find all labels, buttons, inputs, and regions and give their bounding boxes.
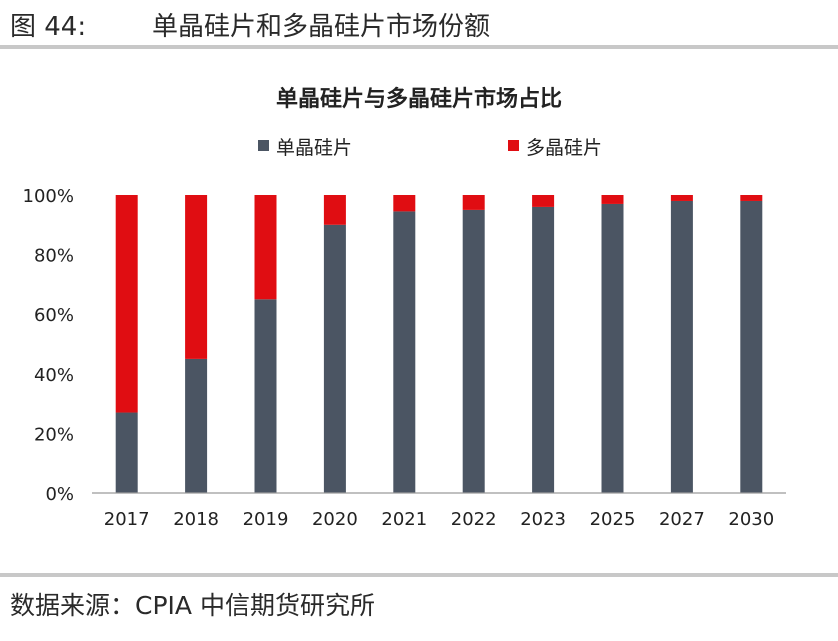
y-tick-label: 0%: [45, 484, 74, 505]
footer-divider: [0, 573, 838, 577]
y-tick-label: 40%: [34, 365, 74, 386]
figure-number: 图 44:: [10, 12, 87, 42]
legend-swatch-1: [258, 140, 269, 151]
bar-mono-2023: [532, 206, 555, 494]
x-tick-label: 2025: [590, 509, 636, 530]
x-tick-label: 2023: [520, 509, 566, 530]
legend: 单晶硅片 多晶硅片: [258, 137, 602, 159]
y-tick-label: 60%: [34, 305, 74, 326]
bars: [115, 195, 763, 494]
x-tick-label: 2019: [243, 509, 289, 530]
x-tick-label: 2022: [451, 509, 497, 530]
bar-mono-2020: [323, 224, 346, 494]
bar-mono-2027: [670, 200, 693, 493]
bar-mono-2018: [185, 358, 208, 493]
x-tick-label: 2030: [728, 509, 774, 530]
x-tick-label: 2020: [312, 509, 358, 530]
x-axis: 2017 2018 2019 2020 2021 2022 2023 2025 2027 2030: [92, 492, 786, 530]
bar-poly-2020: [323, 195, 346, 225]
bar-poly-2017: [115, 195, 138, 413]
x-tick-label: 2021: [381, 509, 427, 530]
bar-poly-2030: [740, 195, 763, 201]
y-axis: 0% 20% 40% 60% 80% 100%: [23, 186, 74, 505]
y-tick-label: 20%: [34, 424, 74, 445]
bar-poly-2018: [185, 195, 208, 359]
y-tick-label: 80%: [34, 246, 74, 267]
legend-label-2: 多晶硅片: [526, 137, 602, 159]
source-note: 数据来源：CPIA 中信期货研究所: [10, 591, 375, 620]
bar-mono-2017: [115, 412, 138, 493]
y-tick-label: 100%: [23, 186, 74, 207]
legend-swatch-2: [508, 140, 519, 151]
legend-label-1: 单晶硅片: [276, 137, 352, 159]
bar-poly-2023: [532, 195, 555, 207]
bar-poly-2019: [254, 195, 277, 300]
x-tick-label: 2017: [104, 509, 150, 530]
bar-mono-2025: [601, 203, 624, 493]
bar-mono-2022: [462, 209, 485, 493]
x-tick-label: 2027: [659, 509, 705, 530]
bar-mono-2019: [254, 299, 277, 493]
header-divider: [0, 45, 838, 49]
stacked-bar-chart: 单晶硅片与多晶硅片市场占比 单晶硅片 多晶硅片 0% 20% 40% 60% 80% 100…: [23, 86, 786, 530]
chart-title: 单晶硅片与多晶硅片市场占比: [276, 86, 562, 112]
bar-poly-2025: [601, 195, 624, 204]
figure-title: 单晶硅片和多晶硅片市场份额: [152, 12, 491, 42]
bar-poly-2021: [393, 195, 416, 212]
bar-mono-2030: [740, 200, 763, 493]
bar-poly-2022: [462, 195, 485, 210]
figure-header: 图 44: 单晶硅片和多晶硅片市场份额: [0, 0, 838, 46]
bar-poly-2027: [670, 195, 693, 201]
bar-mono-2021: [393, 211, 416, 493]
x-tick-label: 2018: [173, 509, 219, 530]
